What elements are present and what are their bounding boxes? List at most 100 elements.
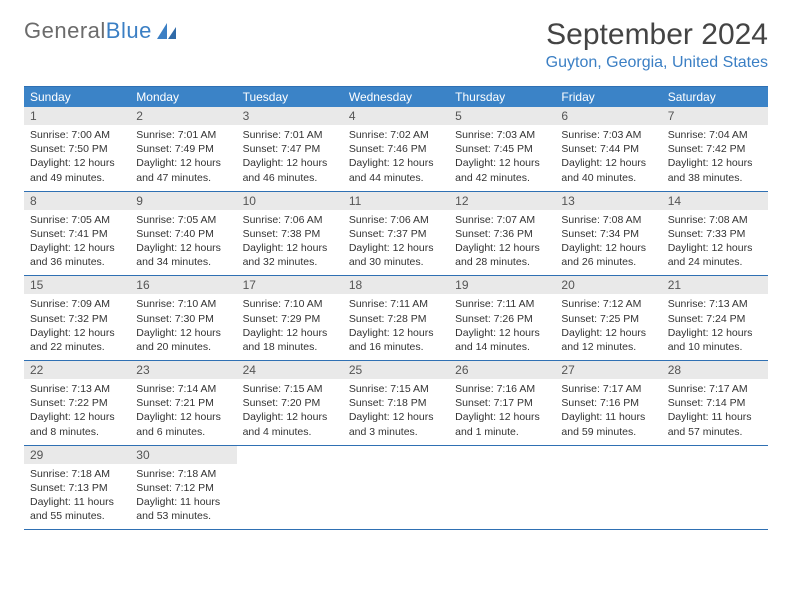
day-number: 19 (449, 276, 555, 294)
sunset-text: Sunset: 7:44 PM (561, 142, 655, 156)
day-header: Sunday (24, 87, 130, 107)
day-details: Sunrise: 7:13 AMSunset: 7:22 PMDaylight:… (24, 382, 130, 439)
day-details: Sunrise: 7:15 AMSunset: 7:18 PMDaylight:… (343, 382, 449, 439)
sunrise-text: Sunrise: 7:06 AM (243, 213, 337, 227)
calendar-cell: 23 Sunrise: 7:14 AMSunset: 7:21 PMDayligh… (130, 361, 236, 445)
daylight-text: Daylight: 12 hours and 24 minutes. (668, 241, 762, 269)
sunrise-text: Sunrise: 7:00 AM (30, 128, 124, 142)
sunset-text: Sunset: 7:26 PM (455, 312, 549, 326)
calendar-cell: . (662, 446, 768, 530)
sunrise-text: Sunrise: 7:05 AM (30, 213, 124, 227)
sunset-text: Sunset: 7:34 PM (561, 227, 655, 241)
sunrise-text: Sunrise: 7:16 AM (455, 382, 549, 396)
daylight-text: Daylight: 12 hours and 32 minutes. (243, 241, 337, 269)
week-row: 8Sunrise: 7:05 AMSunset: 7:41 PMDaylight… (24, 192, 768, 277)
sunset-text: Sunset: 7:28 PM (349, 312, 443, 326)
sunset-text: Sunset: 7:37 PM (349, 227, 443, 241)
day-number: 13 (555, 192, 661, 210)
calendar-cell: 12 Sunrise: 7:07 AMSunset: 7:36 PMDayligh… (449, 192, 555, 276)
sunrise-text: Sunrise: 7:08 AM (561, 213, 655, 227)
day-details: Sunrise: 7:03 AMSunset: 7:45 PMDaylight:… (449, 128, 555, 185)
calendar-cell: 18Sunrise: 7:11 AMSunset: 7:28 PMDayligh… (343, 276, 449, 360)
day-details: Sunrise: 7:07 AMSunset: 7:36 PMDaylight:… (449, 213, 555, 270)
sunrise-text: Sunrise: 7:17 AM (561, 382, 655, 396)
day-number: 28 (662, 361, 768, 379)
sunset-text: Sunset: 7:17 PM (455, 396, 549, 410)
day-number: 20 (555, 276, 661, 294)
sunset-text: Sunset: 7:18 PM (349, 396, 443, 410)
day-details: Sunrise: 7:14 AMSunset: 7:21 PMDaylight:… (130, 382, 236, 439)
calendar-cell: 24 Sunrise: 7:15 AMSunset: 7:20 PMDayligh… (237, 361, 343, 445)
day-number: 3 (237, 107, 343, 125)
day-details: Sunrise: 7:15 AMSunset: 7:20 PMDaylight:… (237, 382, 343, 439)
sunset-text: Sunset: 7:24 PM (668, 312, 762, 326)
calendar-cell: . (555, 446, 661, 530)
day-header: Friday (555, 87, 661, 107)
calendar-cell: 27Sunrise: 7:17 AMSunset: 7:16 PMDayligh… (555, 361, 661, 445)
day-header: Saturday (662, 87, 768, 107)
day-number: 12 (449, 192, 555, 210)
day-number: 1 (24, 107, 130, 125)
day-details: Sunrise: 7:01 AMSunset: 7:49 PMDaylight:… (130, 128, 236, 185)
sunset-text: Sunset: 7:49 PM (136, 142, 230, 156)
calendar-cell: 2Sunrise: 7:01 AMSunset: 7:49 PMDaylight… (130, 107, 236, 191)
week-row: 29Sunrise: 7:18 AMSunset: 7:13 PMDayligh… (24, 446, 768, 531)
day-number: 8 (24, 192, 130, 210)
day-details: Sunrise: 7:00 AMSunset: 7:50 PMDaylight:… (24, 128, 130, 185)
day-details: Sunrise: 7:17 AMSunset: 7:14 PMDaylight:… (662, 382, 768, 439)
day-details: Sunrise: 7:06 AMSunset: 7:38 PMDaylight:… (237, 213, 343, 270)
sunrise-text: Sunrise: 7:04 AM (668, 128, 762, 142)
sunrise-text: Sunrise: 7:05 AM (136, 213, 230, 227)
day-details: Sunrise: 7:06 AMSunset: 7:37 PMDaylight:… (343, 213, 449, 270)
day-details: Sunrise: 7:03 AMSunset: 7:44 PMDaylight:… (555, 128, 661, 185)
day-number: 17 (237, 276, 343, 294)
calendar-cell: 3Sunrise: 7:01 AMSunset: 7:47 PMDaylight… (237, 107, 343, 191)
sunset-text: Sunset: 7:42 PM (668, 142, 762, 156)
sunrise-text: Sunrise: 7:07 AM (455, 213, 549, 227)
logo-text-blue: Blue (106, 18, 152, 44)
sunset-text: Sunset: 7:22 PM (30, 396, 124, 410)
day-details: Sunrise: 7:11 AMSunset: 7:26 PMDaylight:… (449, 297, 555, 354)
daylight-text: Daylight: 12 hours and 49 minutes. (30, 156, 124, 184)
day-header: Tuesday (237, 87, 343, 107)
sunset-text: Sunset: 7:40 PM (136, 227, 230, 241)
daylight-text: Daylight: 12 hours and 1 minute. (455, 410, 549, 438)
day-header: Monday (130, 87, 236, 107)
calendar-cell: 7Sunrise: 7:04 AMSunset: 7:42 PMDaylight… (662, 107, 768, 191)
day-number: 22 (24, 361, 130, 379)
calendar-cell: 20Sunrise: 7:12 AMSunset: 7:25 PMDayligh… (555, 276, 661, 360)
calendar-cell: 1 Sunrise: 7:00 AMSunset: 7:50 PMDaylight… (24, 107, 130, 191)
sunrise-text: Sunrise: 7:18 AM (136, 467, 230, 481)
calendar-cell: . (237, 446, 343, 530)
sunrise-text: Sunrise: 7:03 AM (455, 128, 549, 142)
sunset-text: Sunset: 7:20 PM (243, 396, 337, 410)
day-number: 23 (130, 361, 236, 379)
daylight-text: Daylight: 12 hours and 18 minutes. (243, 326, 337, 354)
day-number: 4 (343, 107, 449, 125)
sunrise-text: Sunrise: 7:15 AM (243, 382, 337, 396)
day-details: Sunrise: 7:11 AMSunset: 7:28 PMDaylight:… (343, 297, 449, 354)
day-number: 24 (237, 361, 343, 379)
calendar-cell: 17Sunrise: 7:10 AMSunset: 7:29 PMDayligh… (237, 276, 343, 360)
day-details: Sunrise: 7:17 AMSunset: 7:16 PMDaylight:… (555, 382, 661, 439)
sunset-text: Sunset: 7:29 PM (243, 312, 337, 326)
day-number: 6 (555, 107, 661, 125)
daylight-text: Daylight: 12 hours and 14 minutes. (455, 326, 549, 354)
daylight-text: Daylight: 11 hours and 55 minutes. (30, 495, 124, 523)
day-header-row: SundayMondayTuesdayWednesdayThursdayFrid… (24, 87, 768, 107)
daylight-text: Daylight: 12 hours and 34 minutes. (136, 241, 230, 269)
sunset-text: Sunset: 7:45 PM (455, 142, 549, 156)
month-title: September 2024 (546, 18, 768, 52)
calendar: SundayMondayTuesdayWednesdayThursdayFrid… (24, 86, 768, 530)
calendar-cell: 15Sunrise: 7:09 AMSunset: 7:32 PMDayligh… (24, 276, 130, 360)
calendar-cell: 10Sunrise: 7:06 AMSunset: 7:38 PMDayligh… (237, 192, 343, 276)
sunset-text: Sunset: 7:12 PM (136, 481, 230, 495)
sunrise-text: Sunrise: 7:01 AM (243, 128, 337, 142)
calendar-cell: 11 Sunrise: 7:06 AMSunset: 7:37 PMDayligh… (343, 192, 449, 276)
day-header: Thursday (449, 87, 555, 107)
day-number: 11 (343, 192, 449, 210)
sunrise-text: Sunrise: 7:03 AM (561, 128, 655, 142)
daylight-text: Daylight: 12 hours and 47 minutes. (136, 156, 230, 184)
day-details: Sunrise: 7:09 AMSunset: 7:32 PMDaylight:… (24, 297, 130, 354)
sunset-text: Sunset: 7:33 PM (668, 227, 762, 241)
